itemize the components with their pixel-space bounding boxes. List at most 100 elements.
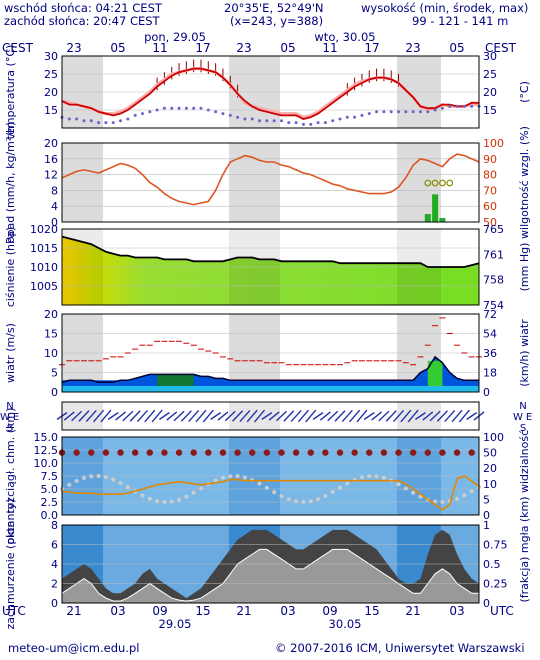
- wind-right-tick-label: 72: [483, 308, 497, 321]
- dewpoint-dot: [462, 104, 466, 108]
- cloudiness-left-tick-label: 0: [51, 597, 58, 610]
- cloud-base-dot: [409, 449, 417, 456]
- precipitation-marker: [431, 179, 439, 187]
- cloud-top-dot: [455, 496, 460, 501]
- cloud-base-dot: [146, 449, 153, 456]
- wind-direction-arrow: [129, 410, 141, 422]
- dewpoint-dot: [382, 110, 386, 114]
- dewpoint-dot: [272, 119, 276, 123]
- top-hour-label: 05: [110, 41, 125, 55]
- cloud-base-dot: [439, 449, 446, 456]
- bottom-hour-label: 21: [236, 604, 251, 618]
- precipitation-marker: [439, 179, 446, 187]
- cloud-top-dot: [272, 490, 277, 495]
- visibility-left-tick-label: 2.5: [41, 496, 59, 509]
- bottom-timezone-label-right: UTC: [490, 604, 514, 618]
- cloudiness-left-tick-label: 2: [51, 578, 58, 591]
- wind-strong-area: [427, 360, 443, 392]
- compass-label-right: E: [526, 412, 532, 423]
- dewpoint-dot: [199, 106, 203, 110]
- dewpoint-dot: [89, 119, 93, 123]
- precipitation_humidity-left-tick-label: 8: [51, 184, 58, 197]
- temperature-left-axis-title: temperatura (°C): [4, 45, 17, 140]
- bottom-hour-label: 21: [405, 604, 420, 618]
- dewpoint-dot: [67, 117, 71, 121]
- top-hour-label: 23: [236, 41, 251, 55]
- pressure-right-tick-label: 761: [483, 248, 504, 261]
- temperature-left-tick-label: 20: [44, 86, 58, 99]
- dewpoint-dot: [104, 121, 108, 125]
- precipitation_humidity-right-axis-title: wilgotność wzgl. (%): [518, 126, 531, 239]
- dewpoint-dot: [126, 117, 130, 121]
- cloud-top-dot: [111, 477, 116, 482]
- wind-direction-arrow: [188, 409, 200, 423]
- cloudiness-left-tick-label: 4: [51, 558, 58, 571]
- dewpoint-dot: [228, 113, 232, 117]
- pressure-left-axis-title: ciśnienie (hPa): [4, 227, 17, 307]
- cloud-top-dot: [155, 499, 160, 504]
- wind-direction-arrow: [429, 410, 441, 422]
- cloud-top-dot: [125, 485, 130, 490]
- cloud-top-dot: [257, 481, 262, 486]
- cloudiness-left-tick-label: 8: [51, 519, 58, 532]
- cloudiness-right-tick-label: 1: [483, 519, 490, 532]
- bottom-hour-label: 03: [280, 604, 295, 618]
- wind-direction-arrow: [232, 410, 244, 422]
- cloud-top-dot: [294, 499, 299, 504]
- wind-low-area: [62, 386, 479, 392]
- precipitation_humidity-left-tick-label: 16: [44, 153, 58, 166]
- pressure-line: [61, 235, 480, 268]
- bottom-hour-label: 15: [364, 604, 379, 618]
- dewpoint-dot: [192, 106, 196, 110]
- dewpoint-dot: [331, 119, 335, 123]
- dewpoint-dot: [236, 115, 240, 119]
- wind-direction-arrow: [268, 411, 280, 421]
- precipitation_humidity-left-tick-label: 20: [44, 137, 58, 150]
- wind-direction-arrow: [166, 411, 178, 421]
- top-timezone-label-right: CEST: [485, 41, 517, 55]
- dewpoint-dot: [367, 112, 371, 116]
- wind-direction-arrow: [422, 411, 434, 421]
- wind-direction-arrow: [261, 412, 273, 420]
- contact-email[interactable]: meteo-um@icm.edu.pl: [8, 641, 140, 655]
- visibility-left-tick-label: 5.0: [41, 483, 59, 496]
- wind-direction-arrow: [107, 412, 119, 420]
- wind-right-tick-label: 18: [483, 367, 497, 380]
- wind-border: [61, 313, 480, 393]
- bottom-hour-label: 15: [195, 604, 210, 618]
- wind-direction-arrow: [290, 409, 302, 423]
- wind-direction-arrow: [378, 410, 390, 422]
- cloud-top-dot: [338, 485, 342, 490]
- visibility-left-tick-label: 10.0: [34, 457, 59, 470]
- precipitation_humidity-border: [61, 142, 480, 223]
- temperature-left-tick-label: 30: [44, 50, 58, 63]
- copyright-text: © 2007-2016 ICM, Uniwersytet Warszawski: [275, 641, 525, 655]
- cloud-base-dot: [190, 449, 197, 456]
- humidity-right-tick-label: 60: [483, 200, 497, 213]
- wind-direction-arrow: [312, 412, 324, 420]
- bottom-hour-label: 03: [449, 604, 464, 618]
- precipitation_humidity-left-axis-title: opad (mm/h, kg/m²/h): [4, 122, 17, 243]
- temperature-border: [61, 55, 480, 129]
- top-day-label: pon, 29.05: [144, 30, 206, 44]
- top-hour-label: 05: [449, 41, 464, 55]
- cloud-top-dot: [411, 490, 416, 495]
- top-timezone-label: CEST: [2, 41, 34, 55]
- precipitation-marker: [424, 179, 432, 187]
- wind-direction-arrow: [305, 409, 317, 423]
- compass-label: W: [0, 412, 10, 423]
- cloud-top-dot: [301, 499, 306, 504]
- sunrise-text: wschód słońca: 04:21 CEST: [4, 1, 162, 15]
- dewpoint-dot: [397, 110, 401, 114]
- wind-direction-arrow: [363, 412, 375, 420]
- dewpoint-dot: [258, 119, 262, 123]
- cloud-top-dot: [403, 486, 408, 491]
- wind-direction-arrow: [246, 409, 258, 423]
- temperature-right-tick-label: 25: [483, 68, 497, 81]
- wind-direction-arrow: [224, 410, 236, 422]
- wind-direction-arrow: [400, 409, 412, 423]
- wind-direction-arrow: [327, 410, 339, 422]
- top-hour-label: 23: [405, 41, 420, 55]
- pressure-left-tick-label: 1010: [30, 261, 58, 274]
- grid-position-text: (x=243, y=388): [230, 14, 324, 28]
